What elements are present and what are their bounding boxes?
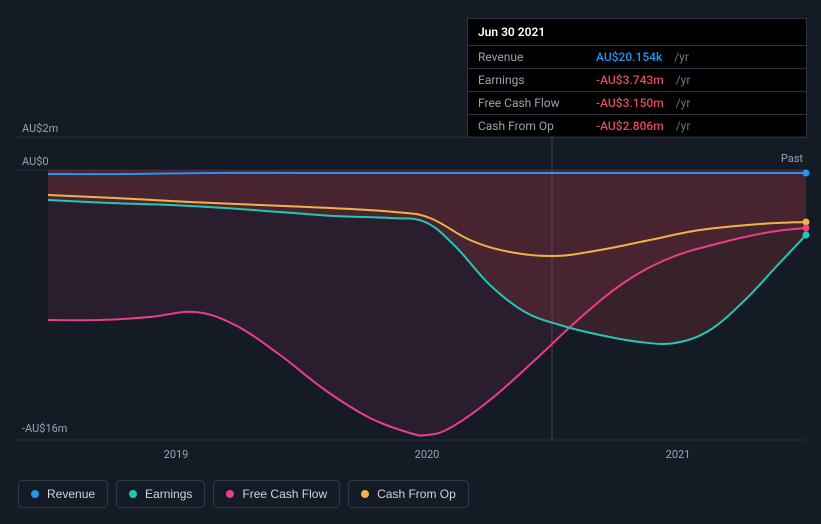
legend-item[interactable]: Revenue bbox=[18, 480, 108, 508]
legend-dot-icon bbox=[129, 490, 137, 498]
financials-chart bbox=[0, 0, 821, 470]
legend-dot-icon bbox=[31, 490, 39, 498]
x-axis-label: 2021 bbox=[666, 448, 691, 461]
legend-item[interactable]: Free Cash Flow bbox=[213, 480, 340, 508]
legend-label: Cash From Op bbox=[377, 487, 456, 501]
legend-label: Earnings bbox=[145, 487, 192, 501]
legend-item[interactable]: Earnings bbox=[116, 480, 205, 508]
series-end-marker bbox=[803, 232, 810, 239]
series-end-marker bbox=[803, 170, 810, 177]
y-axis-label: AU$0 bbox=[22, 155, 49, 168]
chart-legend: Revenue Earnings Free Cash Flow Cash From O… bbox=[18, 480, 469, 508]
legend-dot-icon bbox=[226, 490, 234, 498]
y-axis-label: AU$2m bbox=[22, 122, 58, 135]
series-end-marker bbox=[803, 225, 810, 232]
past-label: Past bbox=[781, 152, 803, 165]
legend-dot-icon bbox=[361, 490, 369, 498]
legend-label: Revenue bbox=[47, 487, 95, 501]
y-axis-label: -AU$16m bbox=[22, 422, 67, 435]
series-end-marker bbox=[803, 219, 810, 226]
legend-item[interactable]: Cash From Op bbox=[348, 480, 469, 508]
series-line bbox=[48, 173, 806, 174]
x-axis-label: 2020 bbox=[415, 448, 440, 461]
legend-label: Free Cash Flow bbox=[242, 487, 327, 501]
x-axis-label: 2019 bbox=[164, 448, 189, 461]
